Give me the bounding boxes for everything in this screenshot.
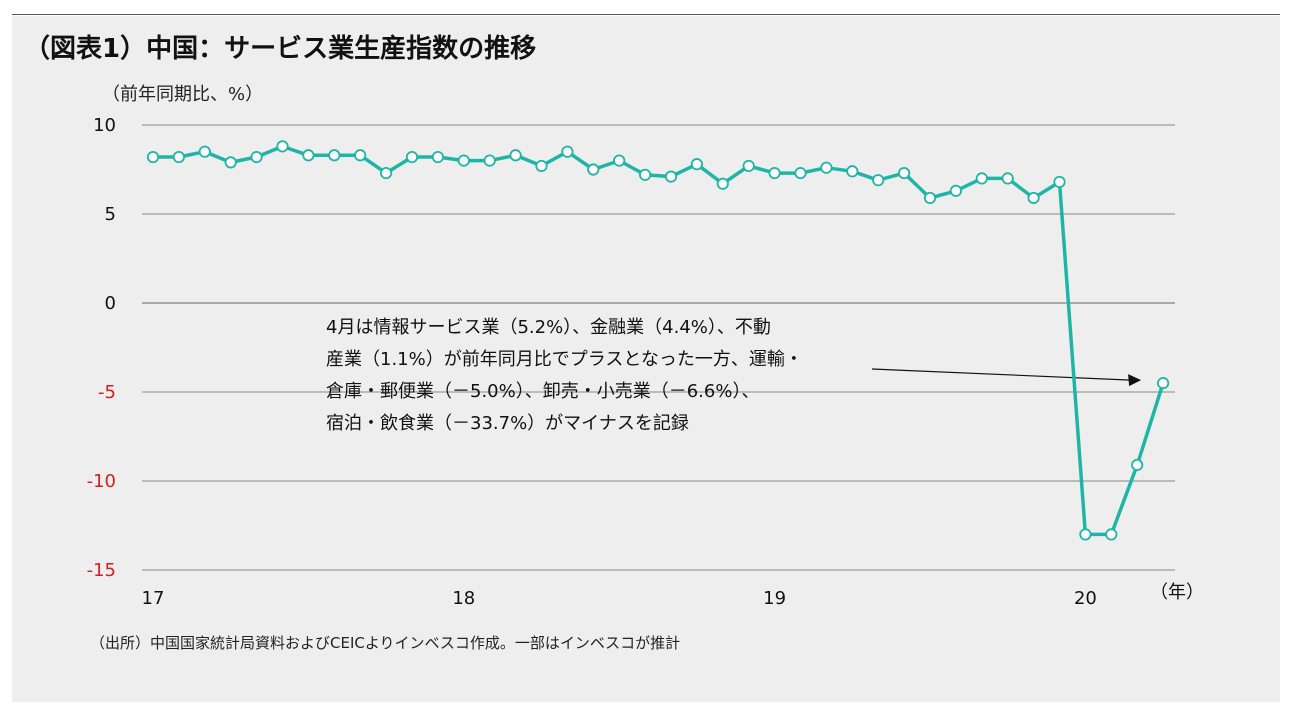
x-tick-label: 20 [1074, 588, 1097, 609]
chart-panel [12, 16, 1280, 702]
data-point [509, 149, 522, 162]
annotation-arrow [871, 368, 1132, 381]
data-point [587, 163, 600, 176]
data-point [1105, 528, 1118, 541]
data-point [923, 191, 937, 205]
data-point [1001, 172, 1014, 185]
data-point [1131, 458, 1144, 472]
x-tick-labels: 17 18 19 20 [142, 588, 1097, 609]
data-point [949, 184, 963, 197]
data-point [846, 165, 859, 178]
data-point [302, 149, 315, 162]
annotation-line: 4月は情報サービス業（5.2%）、金融業（4.4%）、不動 [326, 317, 771, 338]
data-point [224, 156, 237, 169]
data-point [431, 150, 444, 164]
data-point [535, 159, 548, 173]
data-point [354, 149, 367, 162]
x-tick-label: 18 [452, 588, 475, 609]
data-point [638, 168, 652, 181]
data-point [690, 158, 704, 171]
x-axis-unit-label: （年） [1150, 582, 1204, 603]
annotation-text: 4月は情報サービス業（5.2%）、金融業（4.4%）、不動 産業（1.1%）が前… [326, 312, 866, 440]
data-point [172, 150, 185, 164]
x-tick-label: 17 [142, 588, 165, 609]
y-axis-unit-label: （前年同期比、%） [102, 84, 264, 105]
data-point [613, 154, 626, 167]
series-line [153, 144, 1165, 537]
data-point [742, 159, 755, 173]
data-point [716, 177, 729, 190]
data-point [405, 150, 419, 164]
source-note: （出所）中国国家統計局資料およびCEICよりインベスコ作成。一部はインベスコが推… [90, 634, 681, 652]
top-divider [12, 14, 1280, 15]
chart-title: （図表1）中国：サービス業生産指数の推移 [24, 34, 537, 64]
data-point [1053, 175, 1066, 189]
y-tick-label: 10 [93, 115, 116, 136]
y-tick-label: -5 [98, 382, 116, 403]
annotation-line: 産業（1.1%）が前年同月比でプラスとなった一方、運輸・ [326, 349, 803, 370]
annotation-arrow-head [1128, 374, 1142, 387]
data-point [250, 150, 263, 164]
data-point [276, 140, 289, 153]
data-point [1027, 191, 1040, 205]
y-tick-label: 0 [105, 293, 116, 314]
annotation-line: 宿泊・飲食業（－33.7%）がマイナスを記録 [326, 413, 689, 434]
data-point [146, 150, 160, 164]
data-point [561, 145, 574, 158]
data-point [897, 166, 911, 180]
x-tick-label: 19 [763, 588, 786, 609]
data-point [664, 170, 678, 183]
data-point [1079, 528, 1092, 541]
data-point [1157, 376, 1170, 390]
data-point [379, 166, 393, 180]
data-series [146, 140, 1170, 541]
data-point [457, 154, 470, 167]
y-tick-label: -15 [87, 560, 116, 581]
data-point [820, 161, 833, 174]
data-point [768, 166, 781, 180]
data-point [198, 145, 211, 158]
gridlines [142, 124, 1175, 571]
y-tick-label: -10 [87, 471, 116, 492]
data-point [328, 149, 341, 162]
data-point [794, 166, 807, 180]
data-point [872, 174, 885, 187]
data-point [483, 154, 496, 167]
y-tick-labels: 10 5 0 -5 -10 -15 [87, 115, 116, 581]
annotation-line: 倉庫・郵便業（－5.0%）、卸売・小売業（－6.6%）、 [326, 381, 760, 402]
data-point [975, 172, 988, 185]
y-tick-label: 5 [105, 204, 116, 225]
